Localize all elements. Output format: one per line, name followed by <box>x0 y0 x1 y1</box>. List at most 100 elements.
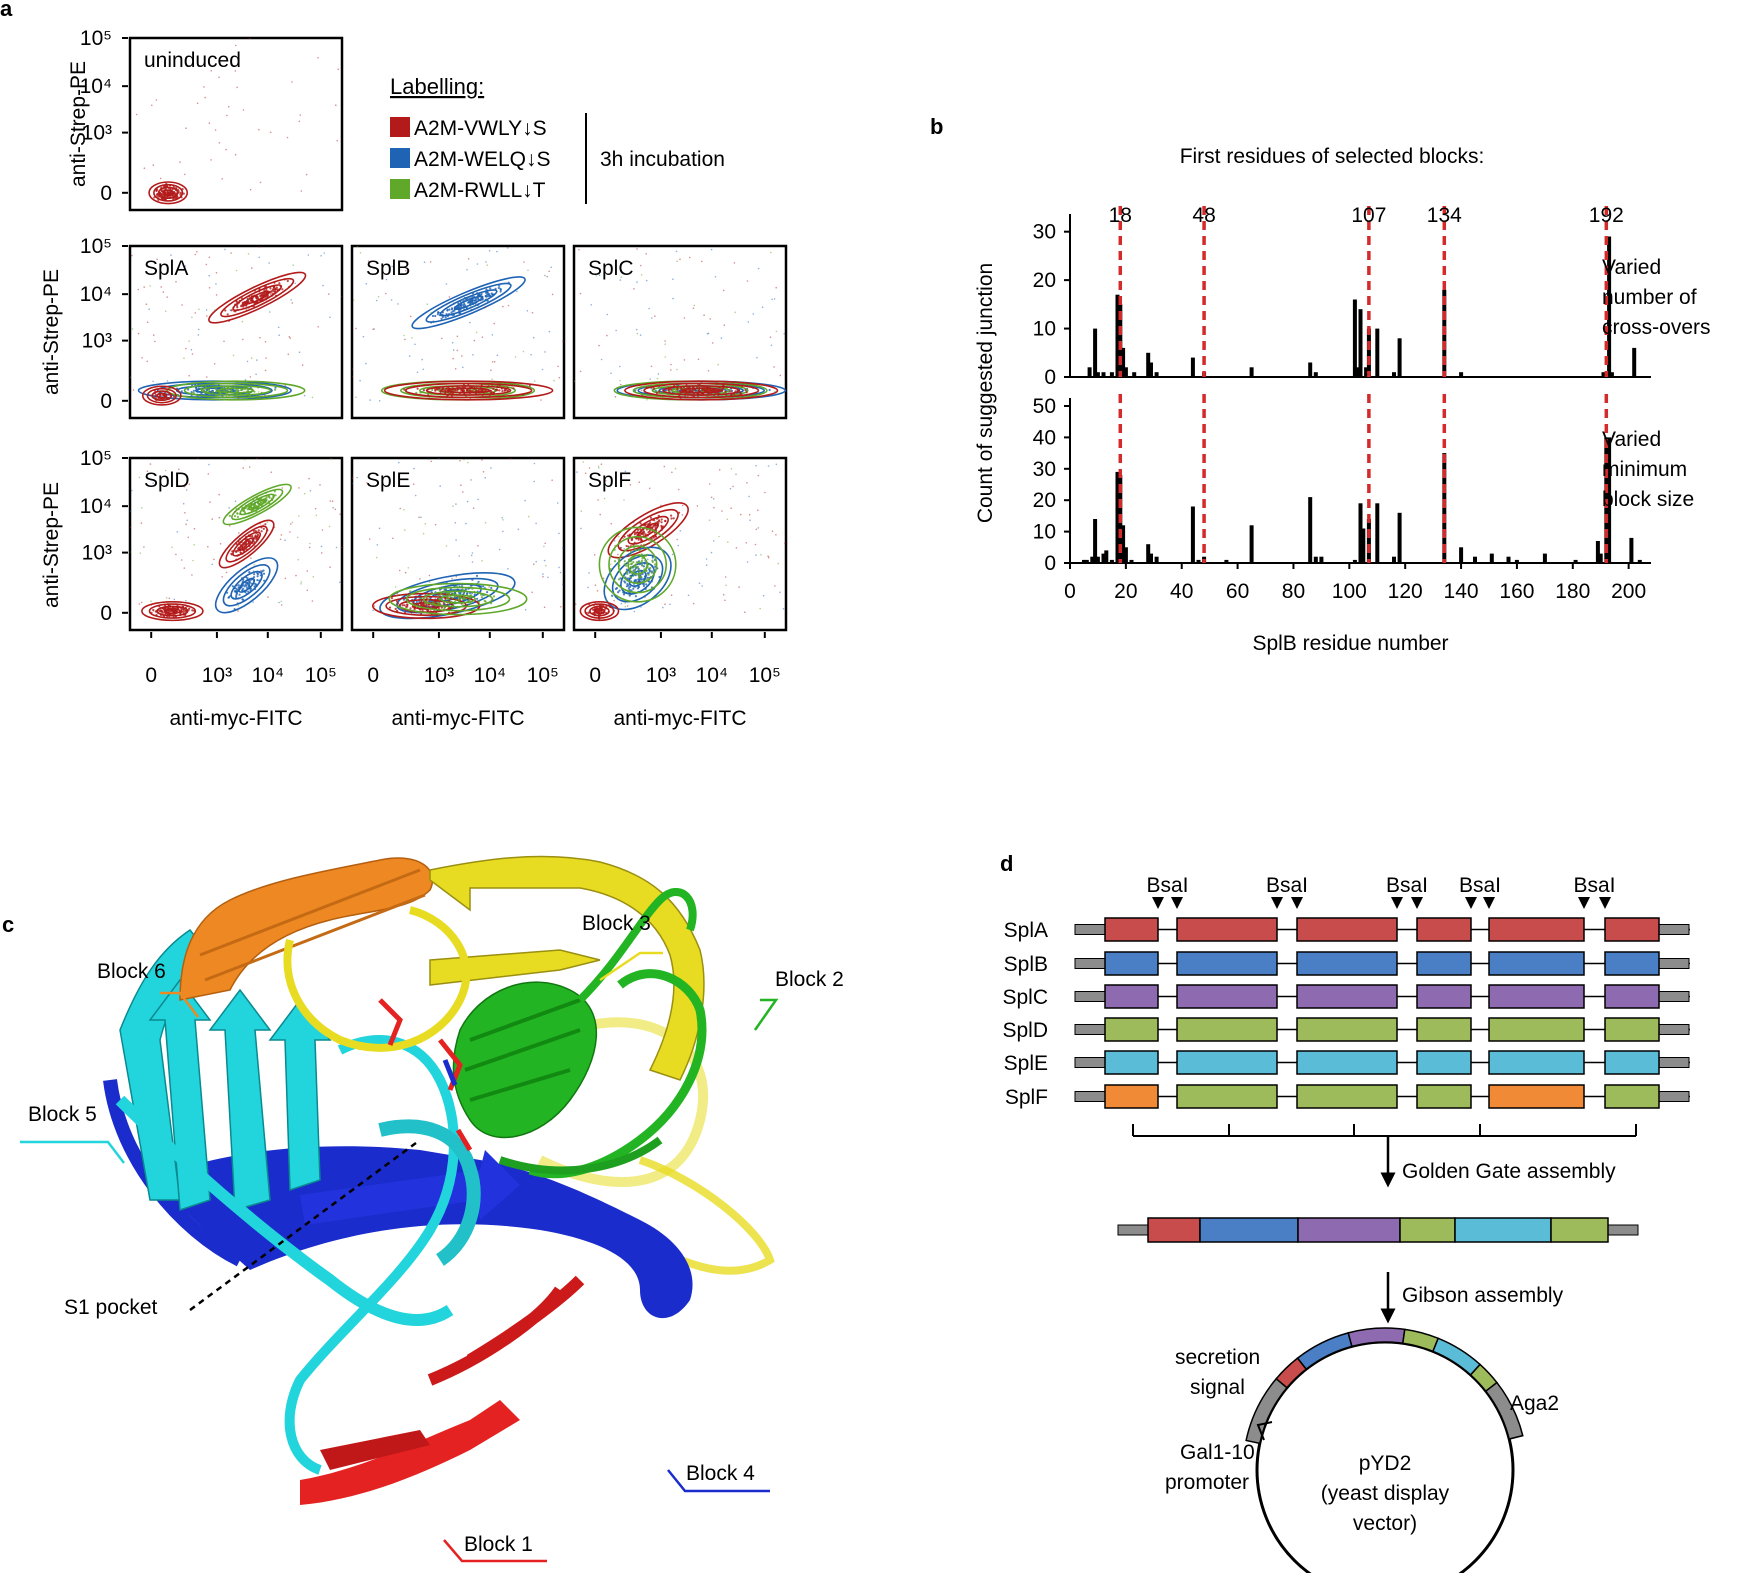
x-tick-label: 120 <box>1388 580 1423 603</box>
y-tick-label: 0 <box>100 602 112 625</box>
noise-dot <box>624 470 627 473</box>
event-dot <box>697 390 700 393</box>
noise-dot <box>289 531 291 533</box>
noise-dot <box>501 517 503 519</box>
event-dot <box>613 560 617 563</box>
noise-dot <box>533 563 535 565</box>
top-chart-label-1: Varied <box>1602 256 1661 279</box>
event-dot <box>460 305 463 308</box>
noise-dot <box>757 474 760 477</box>
noise-dot <box>767 556 770 559</box>
contour-ring <box>422 590 494 608</box>
bar <box>1154 372 1159 377</box>
event-dot <box>480 292 483 296</box>
event-dot <box>255 538 258 541</box>
event-dot <box>704 389 707 392</box>
noise-dot <box>397 303 399 305</box>
contour-ring <box>238 537 255 551</box>
noise-dot <box>654 315 656 317</box>
noise-dot <box>605 596 607 599</box>
noise-dot <box>369 399 371 401</box>
noise-dot <box>255 373 257 376</box>
noise-dot <box>646 398 648 401</box>
panel-a-flow-cytometry: uninduced 10⁵ 10⁴ 10³ 0 SplA 10⁵ 10⁴ 10³ 0 SplB Spl… <box>40 27 788 730</box>
contour-ring <box>141 385 182 406</box>
noise-dot <box>150 604 153 606</box>
noise-dot <box>146 470 149 472</box>
noise-dot <box>132 389 135 391</box>
noise-dot <box>488 249 491 252</box>
event-dot <box>480 596 484 599</box>
y-tick-label: 0 <box>1044 552 1056 575</box>
noise-dot <box>670 363 672 366</box>
noise-dot <box>352 376 353 378</box>
event-dot <box>253 573 256 576</box>
noise-dot <box>250 305 253 307</box>
noise-dot <box>138 476 141 479</box>
noise-dot <box>725 584 727 587</box>
noise-dot <box>484 476 486 479</box>
active-site-nitrogen <box>442 1059 458 1086</box>
bar <box>1442 453 1447 563</box>
noise-dot <box>707 370 710 372</box>
noise-dot <box>191 574 193 576</box>
noise-dot <box>377 295 380 298</box>
event-dot <box>625 564 628 567</box>
junction-label: 107 <box>1351 204 1386 227</box>
bar <box>1121 347 1126 377</box>
noise-dot <box>470 305 472 308</box>
noise-dot <box>237 610 239 612</box>
event-dot <box>260 501 263 504</box>
block2-loop-3 <box>498 1136 663 1175</box>
noise-dot <box>734 311 736 314</box>
noise-dot <box>544 274 546 277</box>
noise-dot <box>557 365 559 368</box>
event-dot <box>437 311 440 314</box>
noise-dot <box>636 281 638 283</box>
construct-row: SplC <box>1002 984 1690 1009</box>
noise-dot <box>355 396 357 398</box>
event-dot <box>649 566 652 570</box>
contour-ring <box>388 582 528 616</box>
contour-ring <box>220 277 295 318</box>
noise-dot <box>548 270 550 273</box>
noise-dot <box>610 372 612 375</box>
noise-dot <box>598 467 600 469</box>
noise-dot <box>757 267 760 270</box>
noise-dot <box>439 485 441 487</box>
noise-dot <box>705 564 708 566</box>
noise-dot <box>461 355 463 357</box>
noise-dot <box>182 502 185 505</box>
noise-dot <box>428 395 431 398</box>
event-dot <box>155 193 159 196</box>
noise-dot <box>732 485 734 488</box>
event-dot <box>639 528 642 531</box>
x-tick-label: 0 <box>1064 580 1076 603</box>
bar <box>1093 328 1098 377</box>
contour-ring <box>440 594 477 604</box>
event-dot <box>494 388 497 391</box>
event-dot <box>642 543 646 546</box>
noise-dot <box>184 512 186 514</box>
noise-dot <box>510 394 512 397</box>
noise-dot <box>712 540 715 542</box>
event-dot <box>275 286 278 289</box>
noise-dot <box>188 340 190 342</box>
noise-dot <box>672 278 674 280</box>
contour-ring <box>404 382 533 399</box>
bar <box>1249 367 1254 377</box>
event-dot <box>254 535 257 539</box>
noise-dot <box>378 400 381 402</box>
noise-dot <box>491 334 494 336</box>
noise-dot <box>506 247 509 249</box>
gene-block <box>1104 1050 1159 1075</box>
noise-dot <box>130 510 132 513</box>
golden-gate-label: Golden Gate assembly <box>1402 1160 1616 1183</box>
noise-dot <box>771 530 774 532</box>
noise-dot <box>622 537 624 540</box>
event-dot <box>475 574 479 577</box>
noise-dot <box>311 396 314 399</box>
junction-label: 134 <box>1427 204 1462 227</box>
noise-dot <box>234 511 236 513</box>
noise-dot <box>580 527 582 530</box>
